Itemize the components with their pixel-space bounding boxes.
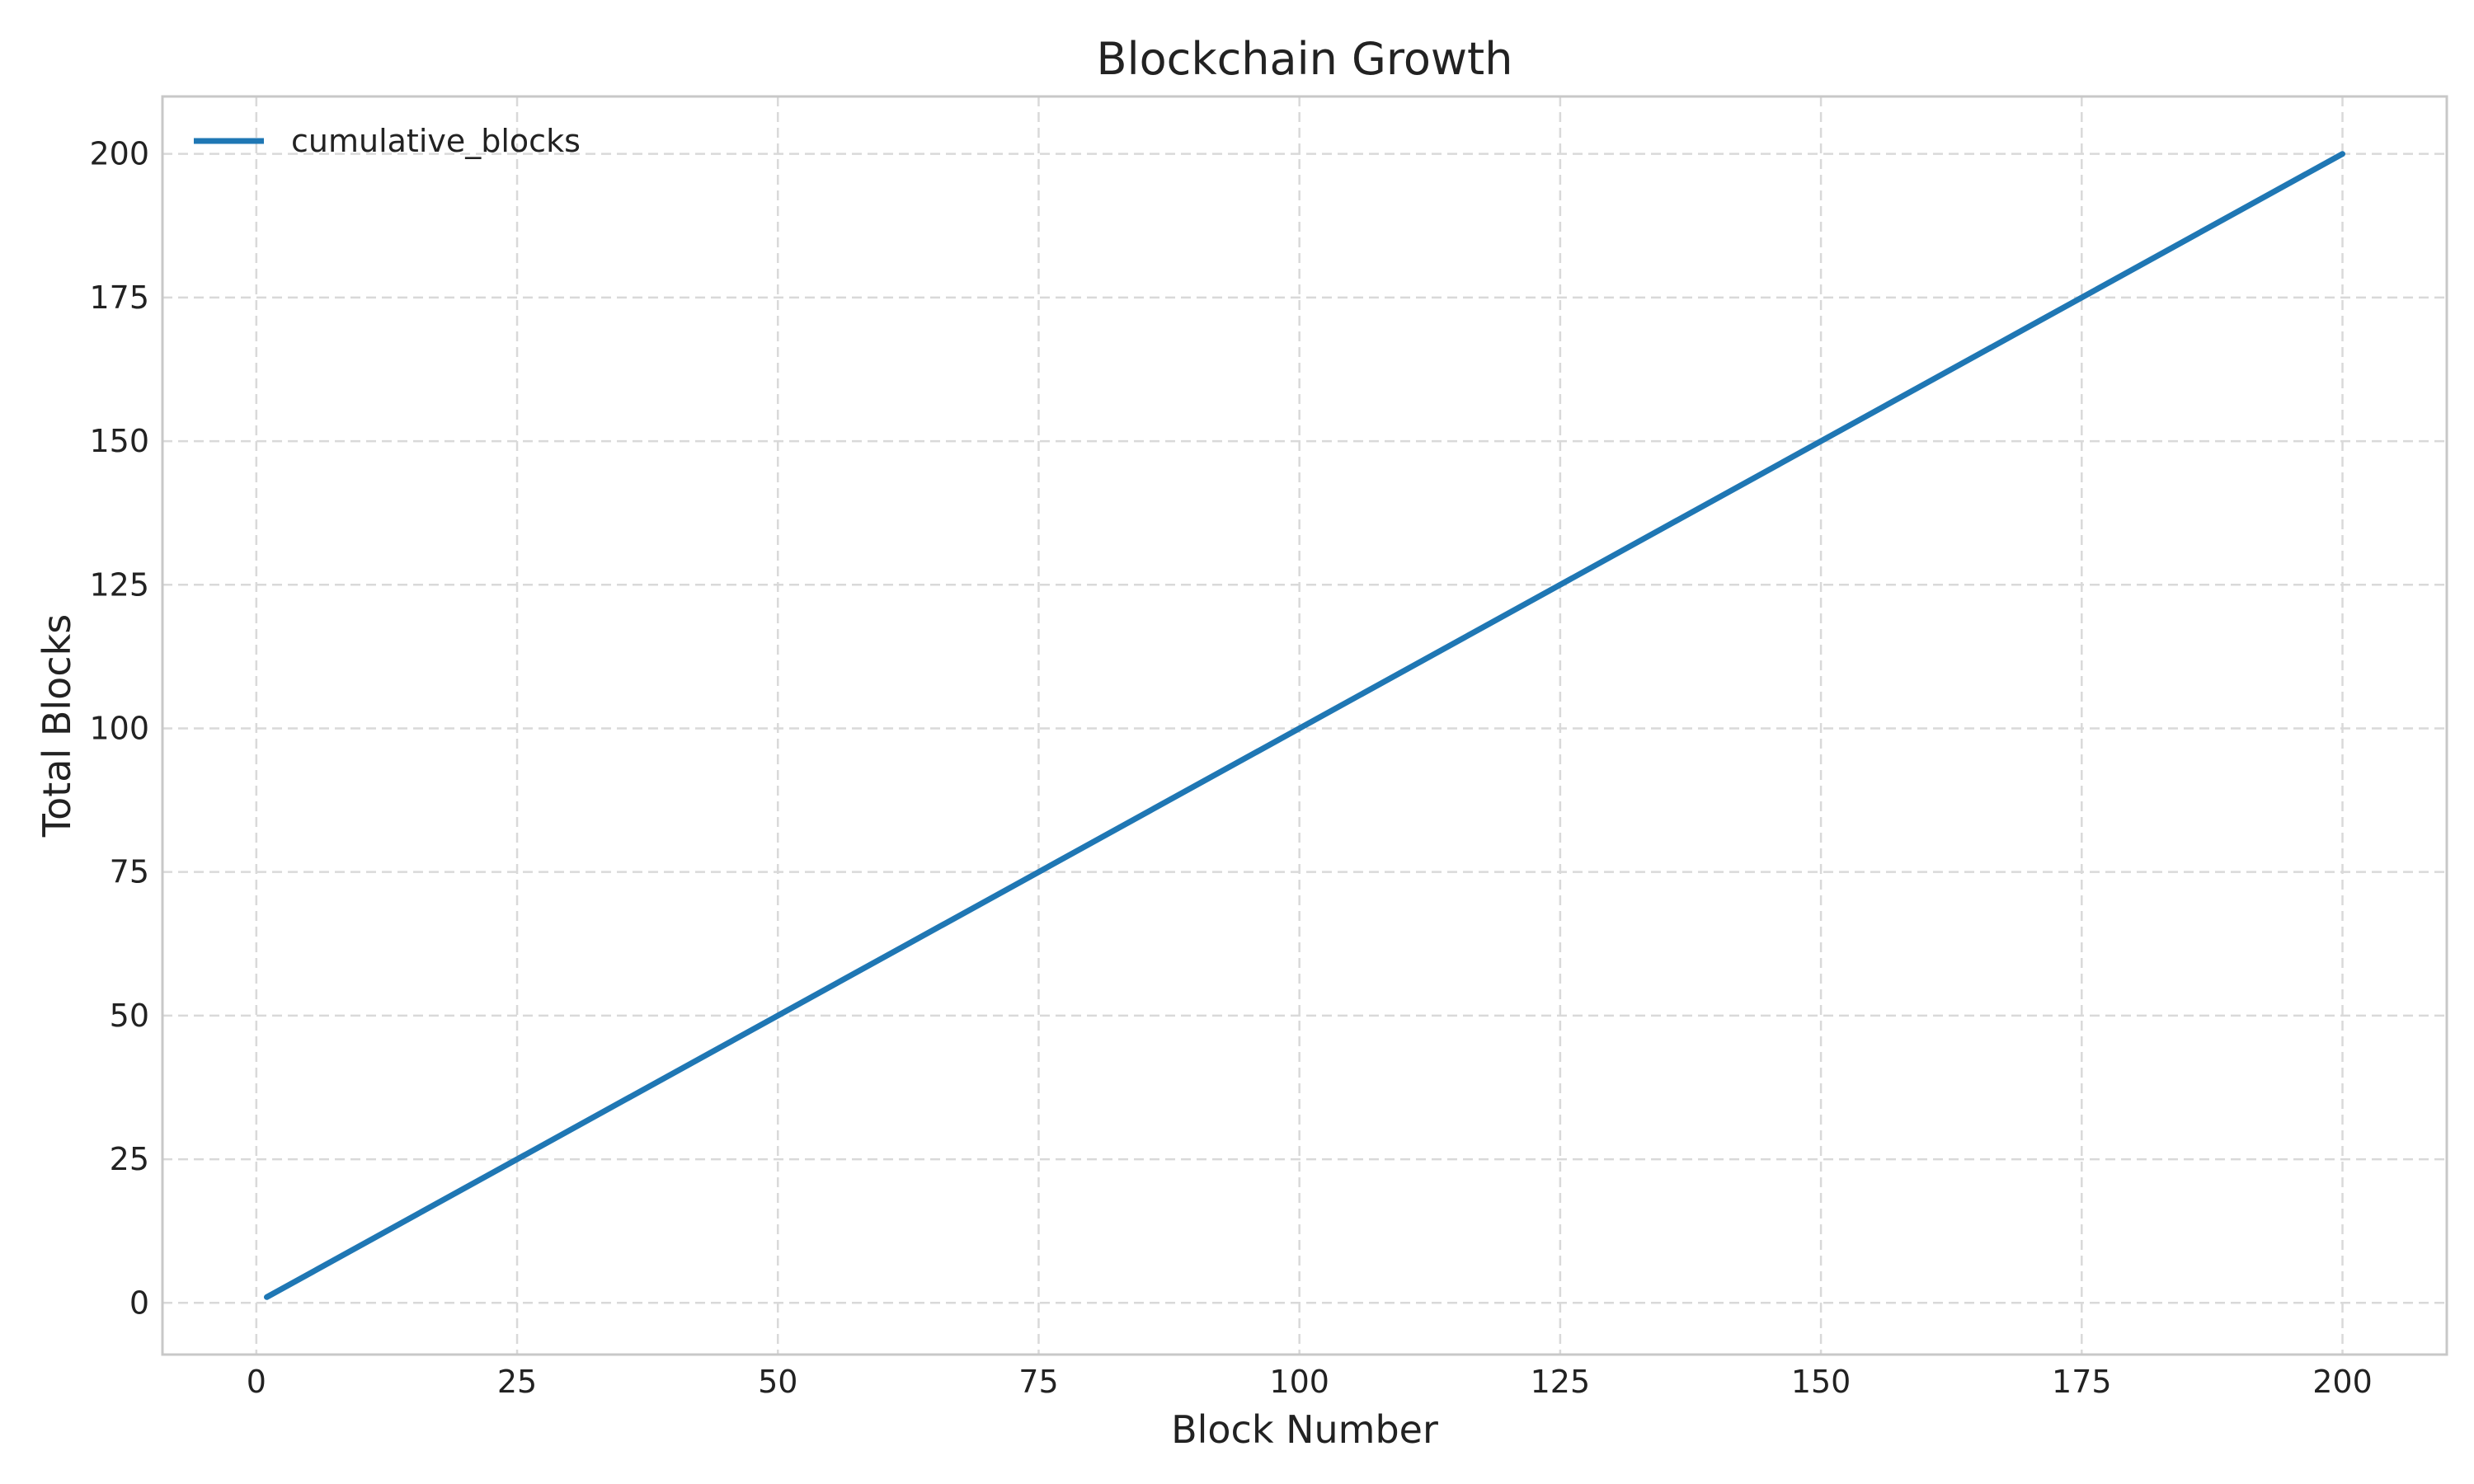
y-tick-label: 0 [129, 1284, 149, 1321]
x-axis-title: Block Number [1171, 1407, 1438, 1452]
x-tick-label: 200 [2312, 1364, 2373, 1400]
chart-title: Blockchain Growth [1097, 33, 1513, 85]
y-tick-label: 50 [110, 998, 149, 1034]
y-tick-label: 200 [89, 136, 149, 172]
x-tick-label: 150 [1791, 1364, 1851, 1400]
y-tick-label: 75 [110, 854, 149, 890]
y-tick-label: 25 [110, 1141, 149, 1177]
x-tick-label: 0 [247, 1364, 266, 1400]
plot-area-frame [161, 95, 2448, 1356]
series-line-cumulative_blocks [264, 151, 2345, 1300]
x-tick-label: 175 [2052, 1364, 2112, 1400]
x-tick-label: 125 [1531, 1364, 1591, 1400]
y-tick-label: 175 [89, 279, 149, 316]
y-axis-title: Total Blocks [35, 614, 79, 838]
x-tick-label: 25 [497, 1364, 537, 1400]
legend: cumulative_blocks [194, 123, 581, 159]
grid [162, 96, 2447, 1355]
y-axis-ticks: 0 25 50 75 100 125 150 175 200 [89, 136, 149, 1322]
legend-label: cumulative_blocks [291, 123, 581, 159]
y-tick-label: 150 [89, 423, 149, 459]
y-tick-label: 100 [89, 710, 149, 746]
series-layer [264, 151, 2345, 1300]
x-tick-label: 75 [1018, 1364, 1058, 1400]
x-axis-ticks: 0 25 50 75 100 125 150 175 200 [247, 1364, 2373, 1400]
y-tick-label: 125 [89, 566, 149, 603]
x-tick-label: 50 [758, 1364, 797, 1400]
x-tick-label: 100 [1269, 1364, 1329, 1400]
